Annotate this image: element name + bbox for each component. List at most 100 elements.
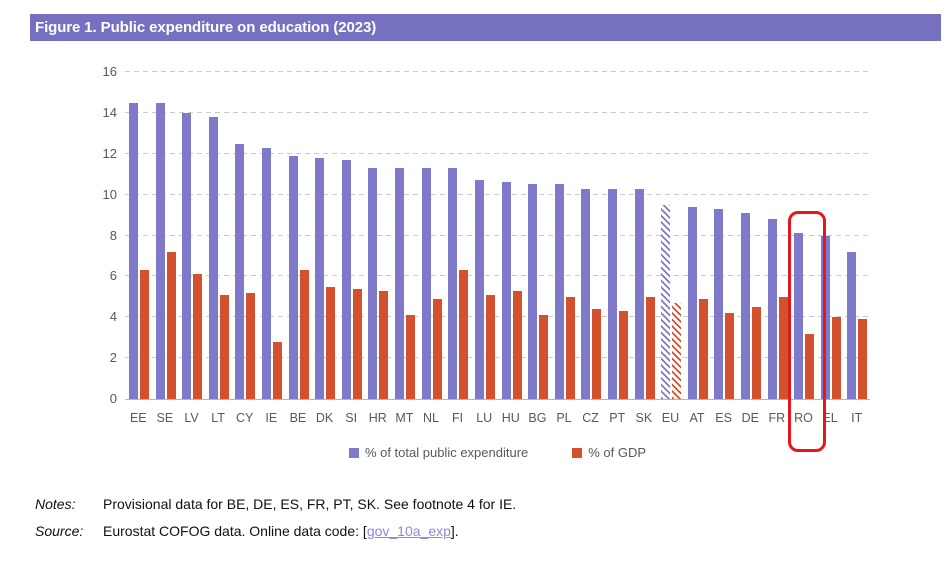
notes-text: Provisional data for BE, DE, ES, FR, PT,… [103, 496, 517, 512]
x-tick-label-EL: EL [822, 411, 838, 425]
bar-AT-gdp [698, 298, 708, 399]
x-tick-label-IE: IE [265, 411, 278, 425]
x-tick-label-BE: BE [289, 411, 307, 425]
x-tick-label-DE: DE [741, 411, 759, 425]
y-tick-label-10: 10 [102, 186, 117, 202]
bar-EU-total-expenditure [661, 204, 671, 399]
y-tick-label-14: 14 [102, 104, 117, 120]
bar-SI-gdp [352, 288, 362, 399]
x-tick-label-PL: PL [556, 411, 572, 425]
bar-CY-gdp [246, 292, 256, 399]
bar-HU-gdp [512, 290, 522, 399]
gridline-6 [125, 275, 870, 277]
bar-LT-gdp [219, 294, 229, 399]
x-tick-label-EE: EE [129, 411, 147, 425]
bar-ES-total-expenditure [714, 208, 724, 399]
bar-HR-gdp [379, 290, 389, 399]
bar-LU-total-expenditure [474, 180, 484, 399]
bar-CZ-gdp [592, 309, 602, 399]
gridline-10 [125, 193, 870, 195]
y-tick-label-16: 16 [102, 64, 117, 79]
bar-LT-total-expenditure [208, 116, 218, 399]
x-tick-label-ES: ES [715, 411, 732, 425]
bar-NL-total-expenditure [421, 168, 431, 399]
x-tick-label-LT: LT [211, 411, 225, 425]
bar-LV-total-expenditure [182, 112, 192, 399]
x-tick-label-AT: AT [689, 411, 705, 425]
gridline-2 [125, 357, 870, 359]
x-tick-label-LU: LU [476, 411, 493, 425]
y-tick-label-12: 12 [102, 145, 117, 161]
x-tick-label-DK: DK [315, 411, 334, 425]
bar-PT-total-expenditure [607, 188, 617, 399]
bar-RO-total-expenditure [794, 233, 804, 399]
bar-FR-gdp [778, 296, 788, 399]
legend-swatch-gdp [572, 447, 583, 458]
x-tick-label-SK: SK [635, 411, 653, 425]
x-tick-label-PT: PT [609, 411, 626, 425]
gridline-16 [125, 71, 870, 72]
source-text: Eurostat COFOG data. Online data code: [ [103, 523, 367, 539]
bar-EL-gdp [831, 317, 841, 399]
highlight-box-RO [788, 211, 826, 452]
bar-DE-total-expenditure [740, 213, 750, 399]
legend-item-gdp: % of GDP [572, 445, 646, 460]
figure-title-banner: Figure 1. Public expenditure on educatio… [30, 14, 941, 41]
bar-BG-gdp [539, 315, 549, 399]
x-tick-label-SI: SI [345, 411, 358, 425]
x-tick-label-FR: FR [768, 411, 786, 425]
gridline-14 [125, 111, 870, 113]
x-tick-label-RO: RO [794, 411, 813, 425]
x-tick-label-IT: IT [851, 411, 863, 425]
bar-EE-gdp [140, 270, 149, 399]
x-tick-label-FI: FI [452, 411, 464, 425]
bar-IE-total-expenditure [262, 147, 272, 399]
notes-label: Notes: [35, 496, 76, 512]
bar-PL-gdp [565, 296, 575, 399]
gridline-8 [125, 234, 870, 236]
bar-EE-total-expenditure [129, 102, 138, 399]
y-tick-label-6: 6 [109, 268, 117, 284]
bar-CY-total-expenditure [235, 143, 245, 399]
bar-IT-gdp [858, 319, 868, 399]
bar-AT-total-expenditure [687, 206, 697, 399]
notes-row: Notes: Provisional data for BE, DE, ES, F… [35, 496, 516, 512]
bar-NL-gdp [432, 298, 442, 399]
x-tick-label-LV: LV [184, 411, 199, 425]
legend-label: % of total public expenditure [364, 445, 529, 460]
x-tick-label-EU: EU [661, 411, 680, 425]
bar-SI-total-expenditure [341, 159, 351, 399]
bar-FI-gdp [459, 270, 469, 399]
bar-PL-total-expenditure [554, 184, 564, 399]
bar-SE-gdp [166, 251, 176, 399]
bar-HR-total-expenditure [368, 168, 378, 399]
x-tick-label-BG: BG [528, 411, 547, 425]
bar-FI-total-expenditure [448, 168, 458, 399]
bar-DE-gdp [751, 307, 761, 399]
bar-SE-total-expenditure [155, 102, 165, 399]
x-tick-label-CY: CY [236, 411, 254, 425]
x-tick-label-MT: MT [395, 411, 414, 425]
legend-item-total-expenditure: % of total public expenditure [348, 445, 529, 460]
x-tick-label-CZ: CZ [582, 411, 599, 425]
bar-MT-gdp [406, 315, 416, 399]
bar-EU-gdp [672, 302, 682, 399]
gridline-12 [125, 152, 870, 154]
bar-BE-total-expenditure [288, 155, 298, 399]
bar-DK-total-expenditure [315, 157, 325, 399]
bar-RO-gdp [805, 333, 815, 399]
bar-LU-gdp [485, 294, 495, 399]
gridline-4 [125, 316, 870, 318]
data-code-link[interactable]: gov_10a_exp [366, 523, 451, 539]
bar-SK-total-expenditure [634, 188, 644, 399]
legend-swatch-total-expenditure [348, 447, 359, 458]
bar-PT-gdp [618, 311, 628, 399]
x-tick-label-HU: HU [501, 411, 520, 425]
legend-label: % of GDP [588, 445, 647, 460]
bar-CZ-total-expenditure [581, 188, 591, 399]
x-tick-label-HR: HR [368, 411, 387, 425]
bar-FR-total-expenditure [767, 219, 777, 399]
bar-LV-gdp [193, 274, 203, 399]
y-tick-label-8: 8 [109, 227, 117, 243]
y-tick-label-4: 4 [109, 309, 117, 325]
